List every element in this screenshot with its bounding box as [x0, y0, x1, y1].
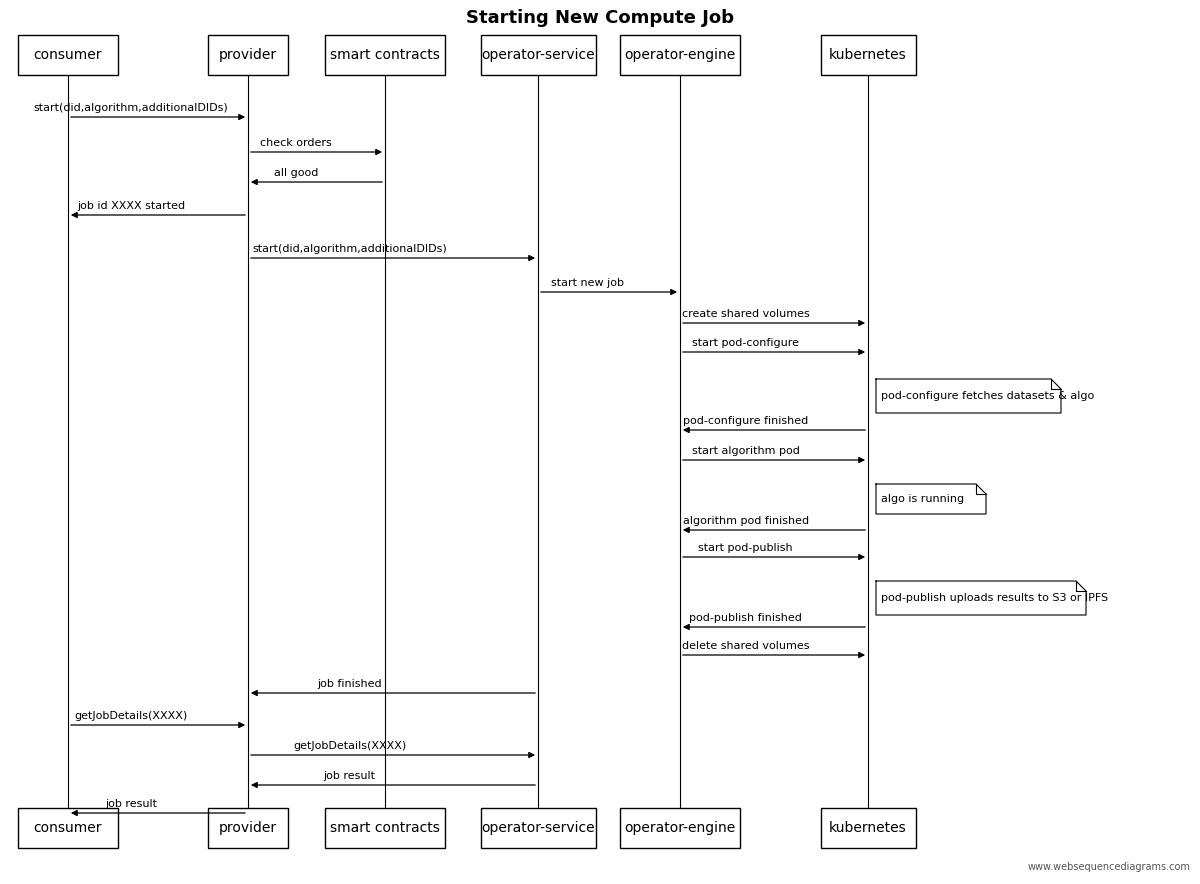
Text: www.websequencediagrams.com: www.websequencediagrams.com	[1027, 862, 1190, 872]
Bar	[480, 35, 595, 75]
Text: delete shared volumes: delete shared volumes	[682, 641, 810, 651]
Polygon shape	[876, 581, 1086, 615]
Bar	[18, 35, 118, 75]
Polygon shape	[876, 379, 1061, 413]
Text: provider: provider	[218, 48, 277, 62]
Text: consumer: consumer	[34, 48, 102, 62]
Text: pod-configure finished: pod-configure finished	[683, 416, 809, 426]
Bar	[208, 35, 288, 75]
Text: operator-service: operator-service	[481, 821, 595, 835]
Text: operator-engine: operator-engine	[624, 821, 736, 835]
Text: operator-engine: operator-engine	[624, 48, 736, 62]
Text: job id XXXX started: job id XXXX started	[77, 201, 185, 211]
Bar	[325, 35, 445, 75]
Text: provider: provider	[218, 821, 277, 835]
Text: algo is running: algo is running	[881, 494, 964, 504]
Text: check orders: check orders	[260, 138, 332, 148]
Bar	[821, 35, 916, 75]
Text: job finished: job finished	[317, 679, 382, 689]
Text: start algorithm pod: start algorithm pod	[692, 446, 799, 456]
Text: start pod-publish: start pod-publish	[698, 543, 793, 553]
Bar	[480, 808, 595, 848]
Text: kubernetes: kubernetes	[829, 48, 907, 62]
Polygon shape	[876, 484, 986, 514]
Bar	[821, 808, 916, 848]
Text: pod-publish uploads results to S3 or IPFS: pod-publish uploads results to S3 or IPF…	[881, 593, 1108, 603]
Bar	[620, 35, 740, 75]
Bar	[325, 808, 445, 848]
Text: pod-configure fetches datasets & algo: pod-configure fetches datasets & algo	[881, 391, 1094, 401]
Text: algorithm pod finished: algorithm pod finished	[683, 516, 809, 526]
Text: consumer: consumer	[34, 821, 102, 835]
Text: start pod-configure: start pod-configure	[692, 338, 799, 348]
Text: getJobDetails(XXXX): getJobDetails(XXXX)	[74, 711, 187, 721]
Text: start new job: start new job	[551, 278, 624, 288]
Bar	[18, 808, 118, 848]
Text: job result: job result	[106, 799, 157, 809]
Text: start(did,algorithm,additionalDIDs): start(did,algorithm,additionalDIDs)	[34, 103, 228, 113]
Text: start(did,algorithm,additionalDIDs): start(did,algorithm,additionalDIDs)	[252, 244, 446, 254]
Text: smart contracts: smart contracts	[330, 821, 440, 835]
Text: operator-service: operator-service	[481, 48, 595, 62]
Text: job result: job result	[324, 771, 376, 781]
Bar	[208, 808, 288, 848]
Text: Starting New Compute Job: Starting New Compute Job	[466, 9, 734, 27]
Text: all good: all good	[274, 168, 318, 178]
Text: kubernetes: kubernetes	[829, 821, 907, 835]
Text: smart contracts: smart contracts	[330, 48, 440, 62]
Text: create shared volumes: create shared volumes	[682, 309, 810, 319]
Text: pod-publish finished: pod-publish finished	[689, 613, 803, 623]
Text: getJobDetails(XXXX): getJobDetails(XXXX)	[293, 741, 406, 751]
Bar	[620, 808, 740, 848]
